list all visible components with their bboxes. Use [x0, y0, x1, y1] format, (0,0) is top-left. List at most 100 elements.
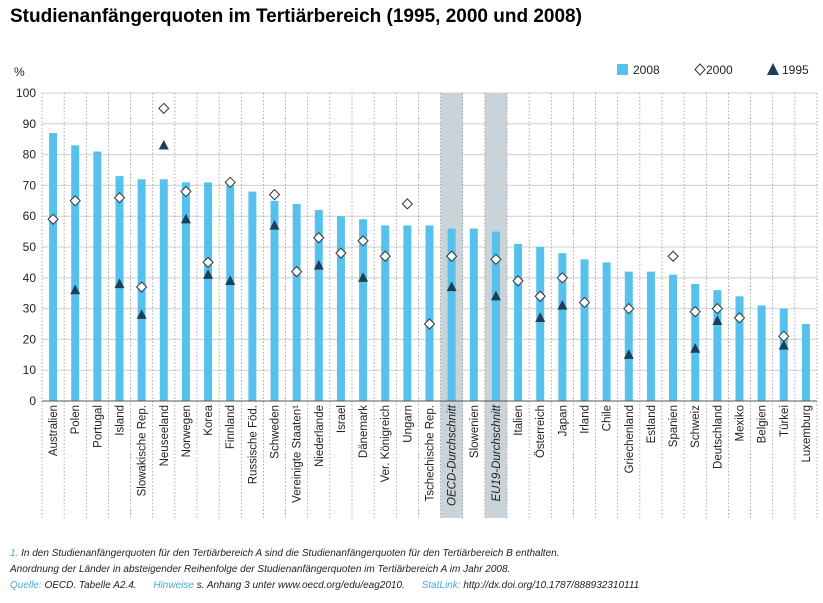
category-label: Portugal — [92, 405, 104, 448]
marker-1995 — [446, 281, 457, 292]
markers — [47, 102, 790, 359]
marker-1995 — [623, 349, 634, 359]
category-label: Slowenien — [469, 405, 481, 458]
bar-2008 — [181, 182, 190, 401]
bar-2008 — [248, 191, 257, 401]
category-label: Ungarn — [402, 405, 414, 443]
category-label: Belgien — [757, 405, 769, 443]
marker-1995 — [136, 309, 147, 319]
category-label: Estland — [646, 405, 658, 443]
bar-2008 — [669, 274, 678, 401]
marker-2000 — [290, 265, 303, 278]
bar-2008 — [469, 228, 478, 401]
bar-2008 — [491, 231, 500, 401]
y-tick-label: 60 — [23, 209, 37, 223]
bar-2008 — [757, 305, 766, 401]
marker-2000 — [113, 192, 126, 204]
axes: 0 10 20 30 40 50 60 70 80 90 100% Australien Polen Po… — [14, 65, 817, 506]
marker-1995 — [557, 300, 568, 310]
marker-1995 — [712, 315, 723, 326]
category-label: Italien — [513, 405, 525, 436]
marker-2000 — [202, 256, 214, 269]
marker-1995 — [114, 278, 125, 289]
y-tick-label: 70 — [23, 178, 37, 192]
y-tick-label: 20 — [23, 332, 37, 346]
bar-2008 — [602, 262, 611, 401]
statlink-url[interactable]: http://dx.doi.org/10.1787/888932310111 — [463, 580, 640, 591]
bar-2008 — [204, 182, 213, 401]
category-label: Schweden — [270, 405, 282, 459]
marker-1995 — [358, 272, 369, 282]
marker-1995 — [778, 340, 789, 350]
bars-2008 — [49, 133, 810, 402]
marker-1995 — [313, 259, 324, 270]
bar-2008 — [735, 296, 744, 401]
marker-1995 — [225, 275, 236, 286]
legend-triangle-1995 — [767, 63, 779, 75]
bar-2008 — [558, 253, 567, 401]
bar-2008 — [115, 176, 124, 401]
marker-2000 — [689, 305, 701, 318]
marker-2000 — [47, 213, 59, 225]
category-label: Türkei — [779, 405, 791, 437]
marker-2000 — [445, 250, 458, 262]
chart: 0 10 20 30 40 50 60 70 80 90 100% Australien Polen Po… — [14, 63, 818, 518]
y-tick-label: 100 — [16, 86, 36, 100]
footnote-1: 1. In den Studienanfängerquoten für den … — [10, 546, 815, 562]
bar-2008 — [447, 228, 456, 401]
bar-2008 — [536, 247, 545, 401]
category-label: Mexiko — [735, 405, 747, 441]
category-label: Ver. Königreich — [380, 405, 392, 482]
marker-2000 — [667, 250, 679, 262]
statlink-label[interactable]: StatLink: — [421, 580, 461, 591]
category-label: Dänemark — [358, 405, 370, 458]
category-label: Polen — [70, 405, 82, 434]
marker-1995 — [70, 284, 81, 295]
marker-2000 — [69, 195, 81, 207]
category-label: EU19-Durchschnitt — [491, 404, 503, 501]
bar-2008 — [270, 200, 279, 401]
bar-2008 — [801, 324, 810, 401]
legend: 2008 2000 1995 — [617, 63, 809, 77]
category-label: Finnland — [225, 405, 237, 449]
marker-2000 — [578, 296, 591, 309]
bar-2008 — [71, 145, 80, 401]
notes-label: Hinweise — [153, 580, 194, 591]
marker-2000 — [733, 312, 746, 324]
category-label: Luxemburg — [801, 405, 813, 463]
marker-1995 — [690, 343, 701, 353]
category-label: Österreich — [535, 405, 547, 458]
marker-1995 — [180, 213, 191, 224]
bar-2008 — [359, 219, 368, 401]
legend-label-2008: 2008 — [633, 63, 660, 77]
marker-2000 — [313, 232, 325, 244]
category-label: Russische Föd. — [247, 405, 259, 484]
footnotes: 1. In den Studienanfängerquoten für den … — [10, 546, 815, 594]
bar-2008 — [292, 203, 301, 401]
bar-2008 — [93, 151, 102, 401]
y-tick-label: 40 — [23, 271, 37, 285]
marker-1995 — [269, 219, 280, 230]
bar-2008 — [314, 210, 323, 401]
bar-2008 — [403, 225, 412, 401]
source-text: OECD. Tabelle A2.4. — [44, 580, 137, 591]
category-label: Japan — [557, 405, 569, 436]
legend-label-2000: 2000 — [706, 63, 733, 77]
marker-2000 — [423, 318, 436, 330]
marker-2000 — [534, 290, 546, 302]
category-label: Neuseeland — [159, 405, 171, 466]
marker-2000 — [556, 272, 569, 284]
category-label: Spanien — [668, 405, 680, 447]
category-label: Chile — [602, 405, 614, 431]
category-label: Vereinigte Staaten¹ — [292, 405, 304, 503]
marker-1995 — [490, 290, 501, 301]
marker-2000 — [512, 275, 524, 287]
bar-2008 — [646, 271, 655, 401]
bar-2008 — [691, 283, 700, 401]
category-label: Irland — [580, 405, 592, 434]
marker-1995 — [158, 139, 169, 150]
y-tick-label: 0 — [29, 394, 36, 408]
marker-2000 — [268, 188, 281, 201]
marker-2000 — [357, 235, 369, 247]
marker-2000 — [623, 302, 635, 315]
